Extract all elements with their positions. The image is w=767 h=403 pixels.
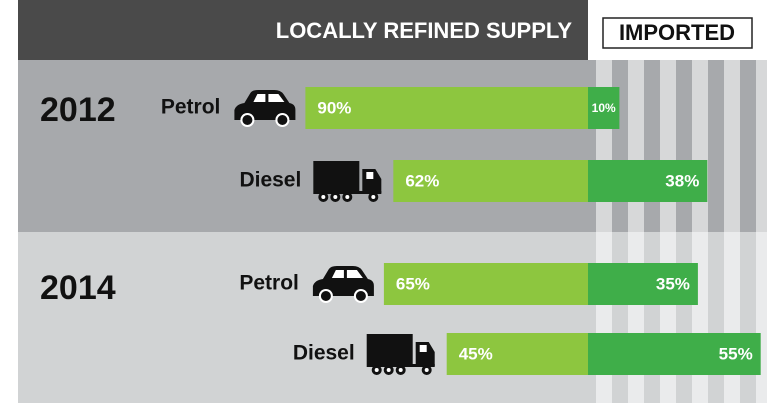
value-label: 65% (396, 274, 430, 293)
category-label: Petrol (161, 96, 221, 119)
wheel (242, 115, 253, 125)
bar (446, 333, 588, 375)
legend-right: IMPORTED (619, 20, 735, 45)
truck-window (366, 172, 374, 179)
stripe (692, 60, 708, 403)
bar (383, 263, 588, 305)
car-icon (234, 90, 296, 127)
bar (588, 263, 698, 305)
car-icon (312, 266, 374, 303)
year-label: 2012 (40, 91, 116, 129)
value-label: 35% (656, 274, 690, 293)
wheel-hub (374, 368, 379, 372)
wheel-hub (345, 195, 350, 199)
stripe (596, 60, 612, 403)
wheel (355, 291, 366, 301)
value-label: 10% (592, 101, 616, 115)
section-bg (18, 60, 767, 232)
bar (305, 87, 588, 129)
truck-icon (313, 161, 382, 202)
wheel (320, 291, 331, 301)
stripe (724, 60, 740, 403)
year-label: 2014 (40, 269, 116, 307)
bar (393, 160, 588, 202)
stripe (756, 60, 767, 403)
value-label: 45% (459, 344, 493, 363)
truck-box (366, 334, 413, 364)
bar (588, 160, 708, 202)
stripes (596, 60, 767, 403)
truck-box (313, 161, 360, 191)
truck-icon (366, 334, 435, 375)
wheel-hub (371, 195, 376, 199)
wheel-hub (321, 195, 326, 199)
bar (588, 333, 761, 375)
category-label: Petrol (239, 272, 299, 295)
value-label: 55% (719, 344, 753, 363)
wheel-hub (398, 368, 403, 372)
truck-window (419, 345, 427, 352)
section-bg (18, 232, 767, 403)
stripe (660, 60, 676, 403)
car-window (331, 270, 363, 278)
bar (588, 87, 620, 129)
header-bar (18, 0, 588, 60)
category-label: Diesel (293, 342, 355, 365)
value-label: 90% (317, 98, 351, 117)
legend-box (602, 17, 753, 49)
wheel-hub (333, 195, 338, 199)
wheel (277, 115, 288, 125)
value-label: 38% (665, 171, 699, 190)
stripe (628, 60, 644, 403)
wheel-hub (424, 368, 429, 372)
car-window (253, 94, 285, 102)
value-label: 62% (405, 171, 439, 190)
wheel-hub (386, 368, 391, 372)
category-label: Diesel (239, 169, 301, 192)
legend-left: LOCALLY REFINED SUPPLY (276, 18, 573, 43)
